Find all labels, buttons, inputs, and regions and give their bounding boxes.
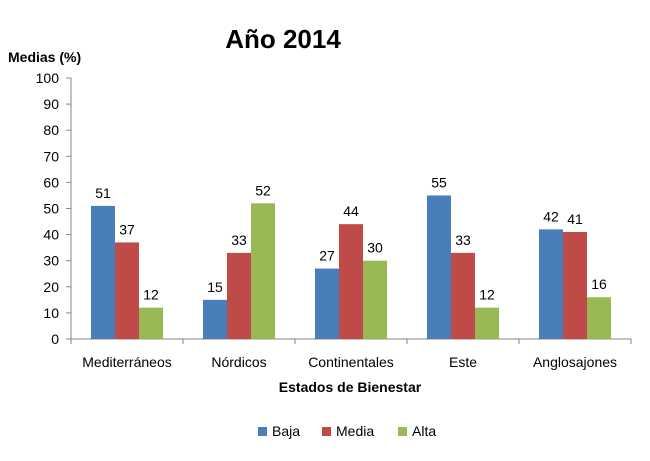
bars: 51 15 27 55 42 37 33 44 33 41 12 52 30 12 16 — [91, 174, 611, 339]
y-tick-label: 70 — [43, 148, 59, 164]
bar-media — [115, 242, 139, 339]
bar-baja — [91, 205, 115, 339]
bar-baja — [427, 195, 451, 339]
bar-baja — [203, 299, 227, 339]
data-label: 51 — [95, 185, 111, 201]
y-tick-label: 10 — [43, 305, 59, 321]
y-tick-label: 60 — [43, 174, 59, 190]
data-label: 30 — [367, 240, 383, 256]
legend-swatch-baja — [258, 427, 267, 436]
y-tick-label: 100 — [36, 70, 60, 86]
bar-alta — [139, 307, 163, 339]
y-tick-label: 40 — [43, 227, 59, 243]
data-label: 15 — [207, 279, 223, 295]
y-tick-label: 30 — [43, 253, 59, 269]
legend-label: Media — [336, 423, 374, 439]
data-label: 33 — [231, 232, 247, 248]
data-label: 37 — [119, 221, 135, 237]
bar-alta — [251, 203, 275, 339]
legend-label: Alta — [412, 423, 436, 439]
legend-label: Baja — [272, 423, 300, 439]
y-tick-label: 80 — [43, 122, 59, 138]
bar-media — [339, 224, 363, 339]
legend-swatch-media — [322, 427, 331, 436]
data-label: 44 — [343, 203, 359, 219]
y-tick-label: 20 — [43, 279, 59, 295]
x-tick-label: Anglosajones — [533, 354, 617, 370]
data-label: 52 — [255, 182, 271, 198]
data-label: 16 — [591, 276, 607, 292]
bar-baja — [539, 229, 563, 339]
bar-media — [227, 252, 251, 339]
axes: 0 10 20 30 40 50 60 70 80 90 100 Mediterráneos Nórdi… — [36, 70, 632, 370]
y-tick-label: 0 — [51, 331, 59, 347]
x-tick-label: Mediterráneos — [82, 354, 172, 370]
bar-alta — [587, 297, 611, 339]
x-tick-label: Este — [449, 354, 477, 370]
chart-title: Año 2014 — [225, 24, 341, 54]
data-label: 33 — [455, 232, 471, 248]
y-tick-label: 90 — [43, 96, 59, 112]
legend-swatch-alta — [398, 427, 407, 436]
data-label: 42 — [543, 208, 559, 224]
bar-alta — [363, 260, 387, 339]
bar-media — [563, 231, 587, 339]
y-tick-label: 50 — [43, 201, 59, 217]
data-label: 12 — [479, 287, 495, 303]
data-label: 55 — [431, 174, 447, 190]
data-label: 41 — [567, 211, 583, 227]
x-tick-label: Nórdicos — [211, 354, 266, 370]
data-label: 27 — [319, 248, 335, 264]
data-label: 12 — [143, 287, 159, 303]
bar-media — [451, 252, 475, 339]
x-tick-label: Continentales — [308, 354, 394, 370]
x-axis-label: Estados de Bienestar — [279, 379, 422, 395]
bar-baja — [315, 268, 339, 339]
bar-alta — [475, 307, 499, 339]
y-axis-label: Medias (%) — [8, 49, 81, 65]
legend: Baja Media Alta — [258, 423, 436, 439]
